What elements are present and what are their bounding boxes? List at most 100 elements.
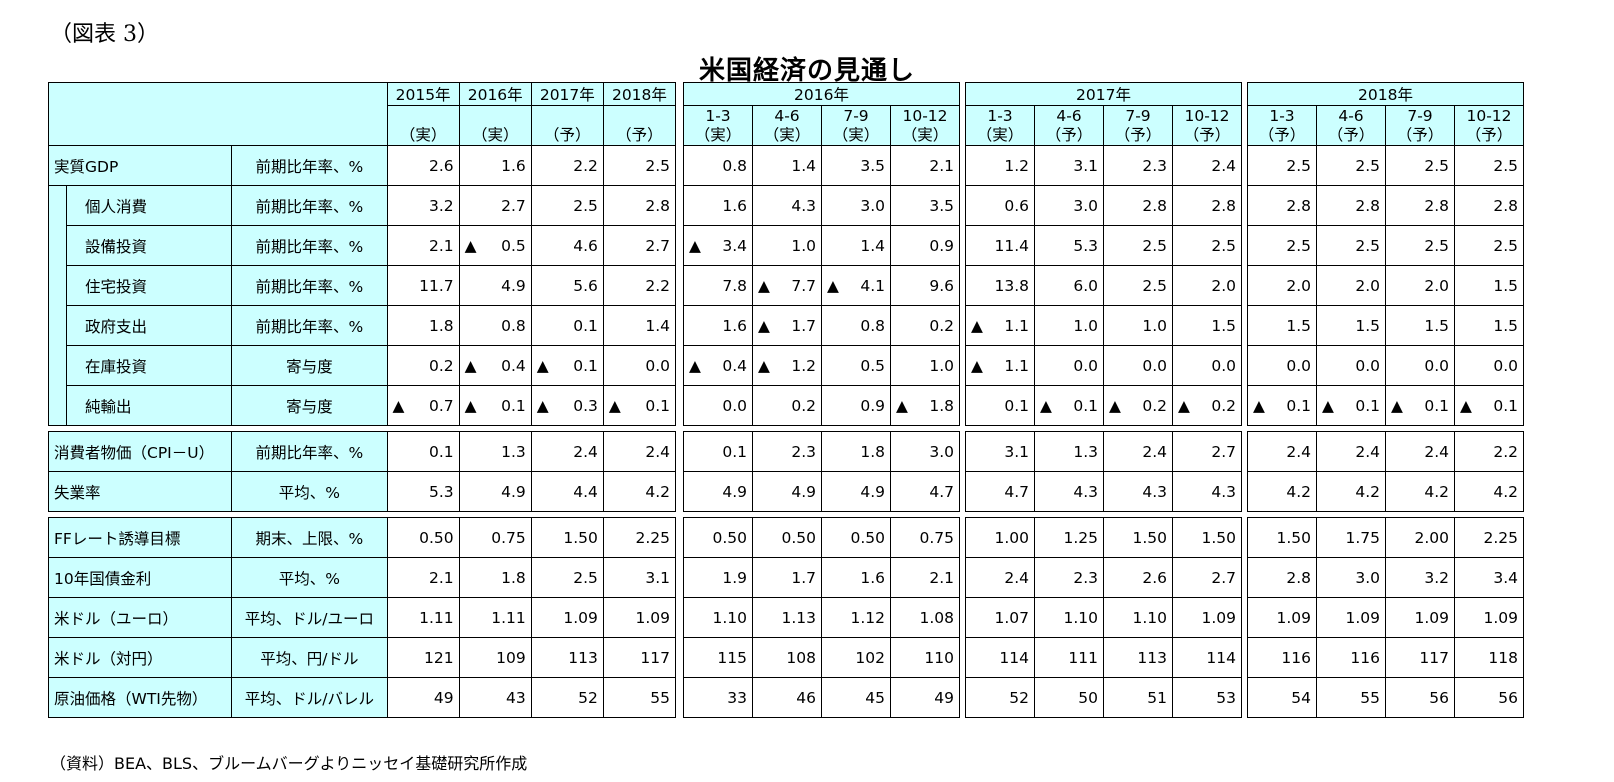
value-cell: 113 — [1103, 637, 1173, 678]
value-cell: 3.1 — [965, 431, 1035, 472]
value-cell: 1.0 — [752, 225, 822, 266]
value-cell: 2.5 — [1171, 225, 1243, 266]
value-cell: 4.2 — [1453, 471, 1525, 512]
value-cell: 1.08 — [889, 597, 961, 638]
value-cell: 4.3 — [1103, 471, 1173, 512]
value-cell: 0.1 — [683, 431, 753, 472]
value-cell: 4.3 — [1034, 471, 1104, 512]
value-cell: 2.3 — [1034, 557, 1104, 598]
value-cell: 1.09 — [1385, 597, 1455, 638]
negative-triangle-icon: ▲ — [689, 236, 701, 255]
value-cell: 2.5 — [1247, 225, 1317, 266]
value-cell: 0.0 — [683, 385, 753, 426]
value-cell: ▲ 0.1 — [1247, 385, 1317, 426]
value-cell: 1.10 — [1034, 597, 1104, 638]
header-type: （予） — [602, 105, 677, 146]
value-cell: 0.0 — [602, 345, 677, 386]
value-cell: 0.5 — [821, 345, 891, 386]
value-cell: 3.4 — [1453, 557, 1525, 598]
value-cell: 0.0 — [1453, 345, 1525, 386]
table-row: 2.8 2.8 2.8 2.8 — [1247, 185, 1525, 226]
negative-triangle-icon: ▲ — [1253, 396, 1265, 415]
value-cell: 4.9 — [458, 265, 532, 306]
value-cell: ▲ 1.8 — [889, 385, 961, 426]
table-row: 1.2 3.1 2.3 2.4 — [965, 145, 1243, 186]
value-cell: 4.2 — [602, 471, 677, 512]
table-2018: 2018年 1-3 （予） 4-6 （予） 7-9 （予） 10-12 （予） 2.5 2.5 2.5… — [1246, 82, 1525, 718]
value-cell: 2.8 — [1316, 185, 1386, 226]
value-cell: 0.0 — [1316, 345, 1386, 386]
value-cell: 1.11 — [386, 597, 460, 638]
table-2016: 2016年 1-3 （実） 4-6 （実） 7-9 （実） 10-12 （実） 0.8 1.4 3.5… — [682, 82, 961, 718]
value-cell: 117 — [602, 637, 677, 678]
row-label: 失業率 — [47, 471, 233, 512]
value-cell: ▲ 0.1 — [1316, 385, 1386, 426]
table-row: 原油価格（WTI先物） 平均、ドル/バレル 49 43 52 55 — [47, 677, 677, 718]
value-cell: 3.5 — [821, 145, 891, 186]
table-row: 1.6 ▲ 1.7 0.8 0.2 — [683, 305, 961, 346]
value-cell: 53 — [1171, 677, 1243, 718]
value-cell: ▲ 0.1 — [1034, 385, 1104, 426]
table-row: 1.10 1.13 1.12 1.08 — [683, 597, 961, 638]
quarter-label: 1-3 — [705, 106, 731, 125]
value-cell: ▲ 0.5 — [458, 225, 532, 266]
value-cell: ▲ 0.2 — [1171, 385, 1243, 426]
quarter-type: （予） — [1327, 125, 1375, 144]
row-unit: 前期比年率、% — [231, 225, 388, 266]
value-cell: 4.7 — [965, 471, 1035, 512]
table-row: 米ドル（対円） 平均、円/ドル 121 109 113 117 — [47, 637, 677, 678]
value-cell: 4.2 — [1316, 471, 1386, 512]
indent-spacer — [47, 305, 68, 346]
value-cell: 0.75 — [889, 517, 961, 558]
value-cell: 1.5 — [1453, 265, 1525, 306]
header-quarter: 4-6 （予） — [1034, 105, 1104, 146]
value-cell: 2.2 — [602, 265, 677, 306]
value-cell: 1.50 — [1171, 517, 1243, 558]
quarter-label: 1-3 — [987, 106, 1013, 125]
value-cell: 1.7 — [752, 557, 822, 598]
indent-spacer — [47, 385, 68, 426]
value-cell: 0.50 — [752, 517, 822, 558]
value-cell: 1.13 — [752, 597, 822, 638]
value-cell: ▲ 0.1 — [602, 385, 677, 426]
value-cell: 2.4 — [1247, 431, 1317, 472]
row-label: 米ドル（ユーロ） — [47, 597, 233, 638]
row-unit: 平均、% — [231, 471, 388, 512]
row-unit: 前期比年率、% — [231, 185, 388, 226]
table-row: ▲ 1.1 1.0 1.0 1.5 — [965, 305, 1243, 346]
value-cell: 0.9 — [889, 225, 961, 266]
value-cell: 2.2 — [530, 145, 604, 186]
table-row: 米ドル（ユーロ） 平均、ドル/ユーロ 1.11 1.11 1.09 1.09 — [47, 597, 677, 638]
negative-triangle-icon: ▲ — [608, 396, 621, 415]
negative-triangle-icon: ▲ — [464, 396, 477, 415]
value-cell: 0.1 — [386, 431, 460, 472]
table-row: 1.50 1.75 2.00 2.25 — [1247, 517, 1525, 558]
table-row: ▲ 0.4 ▲ 1.2 0.5 1.0 — [683, 345, 961, 386]
quarter-type: （予） — [1396, 125, 1444, 144]
value-cell: ▲ 3.4 — [683, 225, 753, 266]
value-cell: 2.4 — [1103, 431, 1173, 472]
value-cell: 1.0 — [1034, 305, 1104, 346]
value-cell: 1.0 — [889, 345, 961, 386]
value-cell: 2.4 — [1171, 145, 1243, 186]
negative-triangle-icon: ▲ — [827, 276, 839, 295]
table-row: 10年国債金利 平均、% 2.1 1.8 2.5 3.1 — [47, 557, 677, 598]
value-cell: 4.2 — [1385, 471, 1455, 512]
row-unit: 平均、ドル/バレル — [231, 677, 388, 718]
table-row: 1.6 4.3 3.0 3.5 — [683, 185, 961, 226]
table-row: 2.4 2.4 2.4 2.2 — [1247, 431, 1525, 472]
row-unit: 前期比年率、% — [231, 145, 388, 186]
value-cell: 2.8 — [1453, 185, 1525, 226]
table-row: 0.8 1.4 3.5 2.1 — [683, 145, 961, 186]
value-cell: 0.0 — [1171, 345, 1243, 386]
table-row: 115 108 102 110 — [683, 637, 961, 678]
value-cell: 1.09 — [602, 597, 677, 638]
value-cell: 2.8 — [602, 185, 677, 226]
header-quarter: 7-9 （実） — [821, 105, 891, 146]
negative-triangle-icon: ▲ — [971, 356, 983, 375]
negative-triangle-icon: ▲ — [758, 276, 770, 295]
quarter-type: （実） — [763, 125, 811, 144]
quarter-type: （予） — [1114, 125, 1162, 144]
table-row: 0.1 ▲ 0.1 ▲ 0.2 ▲ 0.2 — [965, 385, 1243, 426]
value-cell: 116 — [1316, 637, 1386, 678]
